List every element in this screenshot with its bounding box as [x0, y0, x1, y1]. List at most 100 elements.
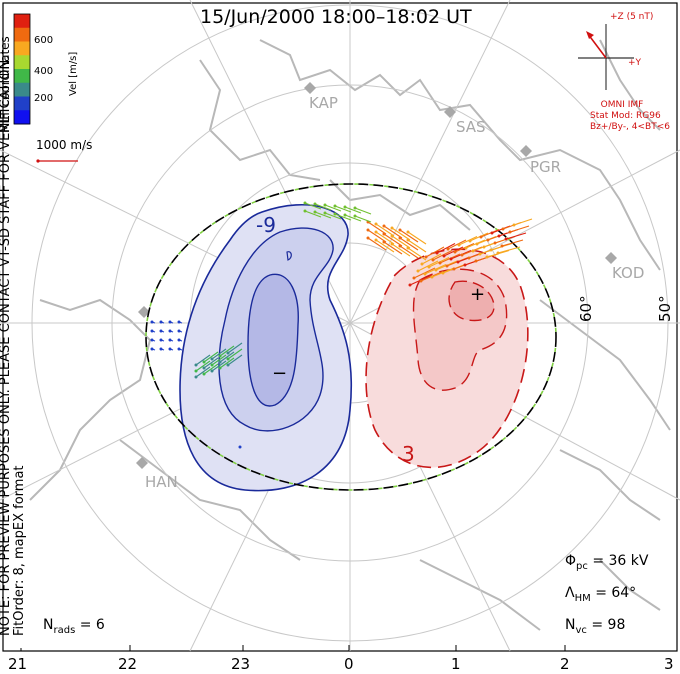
velocity-vector	[227, 342, 243, 354]
velocity-vector-origin	[427, 265, 431, 269]
velocity-vector	[497, 246, 521, 254]
velocity-vector-origin	[159, 338, 163, 342]
stat-n-rads: Nrads = 6	[43, 617, 105, 636]
velocity-vector-origin	[457, 243, 461, 247]
velocity-vector-origin	[423, 272, 427, 276]
velocity-vector-origin	[482, 245, 486, 249]
velocity-vector-origin	[464, 246, 468, 250]
velocity-vector-origin	[467, 256, 471, 260]
velocity-vector-origin	[453, 250, 457, 254]
velocity-vector-origin	[210, 369, 214, 373]
velocity-vector	[391, 243, 411, 257]
velocity-vector-origin	[177, 329, 181, 333]
velocity-vector	[211, 360, 227, 372]
velocity-vector-origin	[438, 261, 442, 265]
station-marker-w	[138, 306, 150, 318]
colorbar-swatch	[14, 55, 30, 70]
imf-clock	[578, 24, 634, 90]
velocity-vector	[383, 225, 403, 239]
velocity-vectors	[150, 201, 533, 449]
colorbar-swatch	[14, 110, 30, 125]
velocity-vector-origin	[452, 267, 456, 271]
velocity-vector	[334, 205, 352, 213]
velocity-vector	[304, 202, 322, 210]
velocity-vector-origin	[210, 363, 214, 367]
velocity-vector-origin	[504, 237, 508, 241]
station-markers	[136, 82, 617, 469]
mlt-label-3: 3	[664, 655, 674, 673]
velocity-vector-origin	[323, 211, 327, 215]
velocity-vector-origin	[177, 320, 181, 324]
coastlines	[29, 39, 671, 631]
velocity-vector-origin	[460, 253, 464, 257]
velocity-vector-origin	[177, 338, 181, 342]
imf-line-source: OMNI IMF	[600, 100, 644, 110]
station-marker-sas	[444, 106, 456, 118]
velocity-vector-origin	[412, 276, 416, 280]
velocity-vector-origin	[420, 262, 424, 266]
velocity-vector	[334, 213, 352, 221]
velocity-vector-origin	[218, 354, 222, 358]
imf-model-text: OMNI IMF Stat Mod: RG96 Bz+/By-, 4<BT<6	[590, 100, 670, 133]
stat-phi-pc: Φpc = 36 kV	[565, 553, 649, 572]
velocity-vector-origin	[486, 238, 490, 242]
velocity-vector-origin	[150, 320, 154, 324]
velocity-vector	[399, 237, 419, 251]
velocity-vector	[407, 231, 427, 245]
velocity-vector-origin	[366, 228, 370, 232]
station-marker-kap	[304, 82, 316, 94]
velocity-vector-origin	[390, 242, 394, 246]
velocity-vector-origin	[441, 271, 445, 275]
velocity-vector-origin	[313, 210, 317, 214]
velocity-vector	[227, 354, 243, 366]
velocity-vector-origin	[382, 240, 386, 244]
velocity-vector	[391, 227, 411, 241]
velocity-vector	[513, 218, 533, 226]
station-label-kod: KOD	[612, 264, 645, 282]
velocity-vector-origin	[479, 235, 483, 239]
contour-pos-inner	[448, 280, 495, 322]
colorbar-label: Vel [m/s]	[68, 51, 79, 96]
velocity-vector	[304, 210, 322, 218]
velocity-vector-origin	[374, 222, 378, 226]
velocity-vector-origin	[168, 329, 172, 333]
velocity-vector	[211, 354, 227, 366]
velocity-vector-origin	[218, 360, 222, 364]
velocity-vector-origin	[210, 357, 214, 361]
velocity-vector-origin	[478, 252, 482, 256]
potential-max-marker: +	[470, 284, 486, 305]
velocity-vector-origin	[303, 201, 307, 205]
velocity-vector-origin	[449, 257, 453, 261]
velocity-vector	[324, 204, 342, 212]
contour-label-pos: 3	[402, 442, 415, 466]
velocity-vector	[203, 351, 219, 363]
plot-title: 15/Jun/2000 18:00–18:02 UT	[200, 6, 472, 28]
velocity-vector-origin	[374, 230, 378, 234]
velocity-vector	[367, 229, 387, 243]
velocity-vector	[383, 241, 403, 255]
velocity-vector-origin	[238, 445, 242, 449]
velocity-vector-origin	[485, 255, 489, 259]
velocity-vector	[354, 215, 372, 223]
velocity-vector-origin	[226, 351, 230, 355]
mlt-label-23: 23	[231, 655, 251, 673]
velocity-vector-origin	[168, 347, 172, 351]
velocity-vector-origin	[463, 263, 467, 267]
velocity-vector	[407, 239, 427, 253]
station-marker-kod	[605, 252, 617, 264]
velocity-vector-origin	[323, 203, 327, 207]
velocity-vector-origin	[366, 236, 370, 240]
velocity-vector	[454, 242, 475, 253]
velocity-vector-origin	[445, 264, 449, 268]
mlt-label-22: 22	[118, 655, 138, 673]
velocity-vector-origin	[493, 241, 497, 245]
velocity-vector-origin	[226, 357, 230, 361]
mlt-label-0: 0	[344, 655, 354, 673]
velocity-vector	[432, 250, 453, 261]
velocity-vector-origin	[398, 244, 402, 248]
velocity-vector-origin	[202, 372, 206, 376]
velocity-vector	[324, 212, 342, 220]
velocity-vector-origin	[471, 249, 475, 253]
colorbar-swatch	[14, 14, 30, 29]
lat-label-50: 50°	[656, 295, 674, 322]
